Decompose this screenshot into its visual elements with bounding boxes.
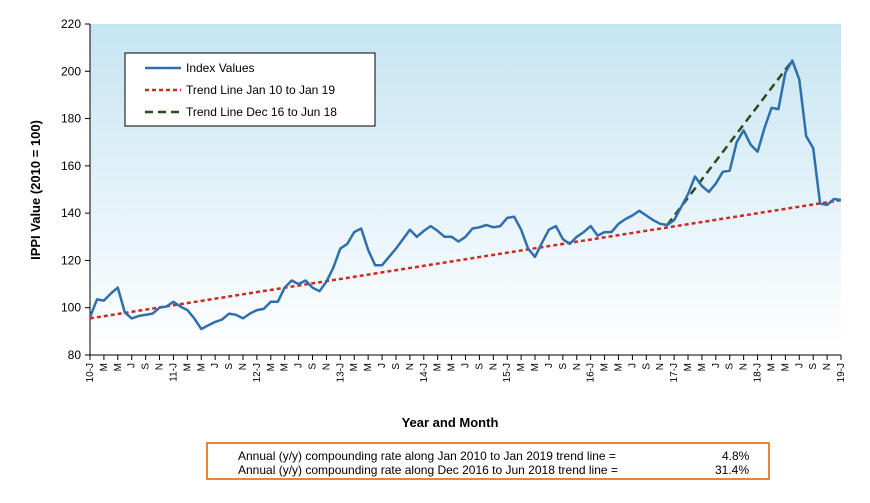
- legend-label-trend-2010-2019: Trend Line Jan 10 to Jan 19: [186, 83, 335, 97]
- trend-line-2010-2019: [89, 198, 842, 320]
- x-tick-label-14: M: [280, 363, 291, 371]
- x-tick-label-45: J: [711, 363, 722, 368]
- x-tick-label-20: M: [363, 363, 374, 371]
- rate-label-2010-2019: Annual (y/y) compounding rate along Jan …: [238, 449, 616, 463]
- x-tick-label-53: N: [822, 363, 833, 370]
- x-tick-label-52: S: [808, 363, 819, 370]
- y-tick-label-3: 140: [61, 206, 81, 220]
- x-tick-label-30: 15-J: [502, 363, 513, 382]
- y-axis: 80 100 120 140 160 180 200 220: [61, 17, 90, 362]
- rate-label-2016-2018: Annual (y/y) compounding rate along Dec …: [238, 463, 618, 477]
- x-tick-label-44: M: [697, 363, 708, 371]
- x-tick-label-3: J: [127, 363, 138, 368]
- x-tick-label-35: N: [572, 363, 583, 370]
- x-tick-label-54: 19-J: [836, 363, 847, 382]
- x-tick-label-34: S: [558, 363, 569, 370]
- x-tick-label-49: M: [766, 363, 777, 371]
- x-tick-label-28: S: [474, 363, 485, 370]
- x-tick-label-5: N: [155, 363, 166, 370]
- x-tick-label-40: S: [641, 363, 652, 370]
- x-tick-label-1: M: [99, 363, 110, 371]
- x-tick-label-48: 18-J: [753, 363, 764, 382]
- x-tick-label-9: J: [210, 363, 221, 368]
- x-tick-label-39: J: [627, 363, 638, 368]
- x-tick-label-36: 16-J: [586, 363, 597, 382]
- x-tick-label-2: M: [113, 363, 124, 371]
- x-tick-label-31: M: [516, 363, 527, 371]
- x-tick-label-37: M: [600, 363, 611, 371]
- x-tick-label-11: N: [238, 363, 249, 370]
- index-values-line: [88, 59, 842, 331]
- x-axis-title: Year and Month: [402, 415, 499, 430]
- x-tick-label-21: J: [377, 363, 388, 368]
- x-tick-label-0: 10-J: [85, 363, 96, 382]
- y-tick-label-2: 120: [61, 253, 81, 267]
- y-tick-label-4: 160: [61, 159, 81, 173]
- x-tick-label-47: N: [739, 363, 750, 370]
- trend-line-2016-2018: [666, 59, 794, 226]
- x-tick-label-51: J: [794, 363, 805, 368]
- x-tick-label-12: 12-J: [252, 363, 263, 382]
- x-tick-label-17: N: [321, 363, 332, 370]
- y-tick-label-0: 80: [68, 348, 82, 362]
- x-tick-label-33: J: [544, 363, 555, 368]
- x-tick-label-10: S: [224, 363, 235, 370]
- series-layer: [88, 59, 842, 331]
- x-tick-label-13: M: [266, 363, 277, 371]
- x-tick-label-32: M: [530, 363, 541, 371]
- x-tick-label-16: S: [308, 363, 319, 370]
- x-tick-label-6: 11-J: [168, 363, 179, 382]
- x-tick-label-29: N: [488, 363, 499, 370]
- x-tick-label-7: M: [182, 363, 193, 371]
- legend-label-index-values: Index Values: [186, 61, 255, 75]
- x-tick-label-24: 14-J: [419, 363, 430, 382]
- rate-value-2016-2018: 31.4%: [715, 463, 750, 477]
- y-tick-label-7: 220: [61, 17, 81, 31]
- x-tick-label-42: 17-J: [669, 363, 680, 382]
- x-tick-label-27: J: [461, 363, 472, 368]
- x-tick-label-46: S: [725, 363, 736, 370]
- x-tick-label-15: J: [294, 363, 305, 368]
- y-tick-label-1: 100: [61, 301, 81, 315]
- x-tick-label-4: S: [141, 363, 152, 370]
- compounding-rates-box: Annual (y/y) compounding rate along Jan …: [206, 442, 770, 480]
- x-tick-label-43: M: [683, 363, 694, 371]
- y-tick-label-5: 180: [61, 112, 81, 126]
- x-tick-label-41: N: [655, 363, 666, 370]
- rate-value-2010-2019: 4.8%: [722, 449, 750, 463]
- y-tick-label-6: 200: [61, 64, 81, 78]
- legend-label-trend-2016-2018: Trend Line Dec 16 to Jun 18: [186, 105, 337, 119]
- x-tick-label-26: M: [447, 363, 458, 371]
- x-tick-label-38: M: [613, 363, 624, 371]
- x-tick-label-23: N: [405, 363, 416, 370]
- x-tick-label-22: S: [391, 363, 402, 370]
- x-tick-label-8: M: [196, 363, 207, 371]
- x-tick-label-25: M: [433, 363, 444, 371]
- y-axis-title: IPPI Value (2010 = 100): [28, 120, 43, 260]
- x-tick-label-18: 13-J: [335, 363, 346, 382]
- x-tick-label-50: M: [780, 363, 791, 371]
- legend: Index Values Trend Line Jan 10 to Jan 19…: [124, 52, 376, 127]
- x-tick-label-19: M: [349, 363, 360, 371]
- x-axis: 10-J M M J S N 11-J M M J S N 12-J M M J S N 13-J M M J S N 14-J…: [85, 355, 847, 382]
